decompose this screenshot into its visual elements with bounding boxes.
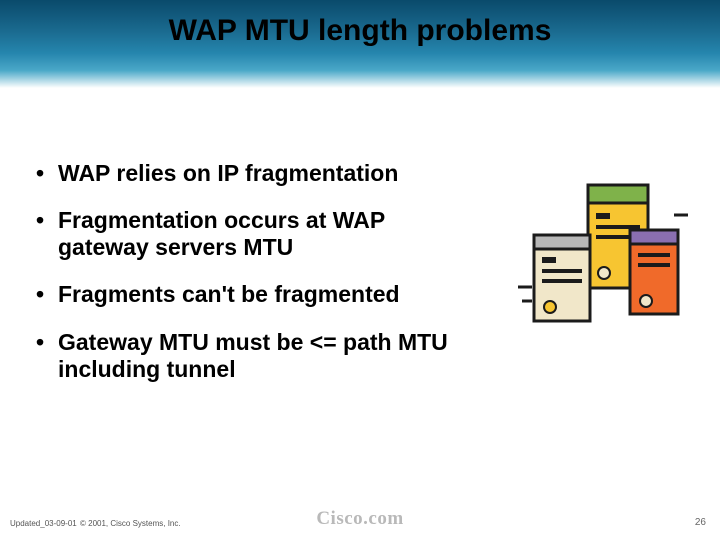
list-item: Gateway MTU must be <= path MTU includin…: [34, 329, 474, 383]
content-area: WAP relies on IP fragmentation Fragmenta…: [34, 160, 474, 403]
list-item: WAP relies on IP fragmentation: [34, 160, 474, 187]
servers-clipart: [518, 175, 688, 340]
page-number: 26: [695, 517, 706, 528]
bullet-list: WAP relies on IP fragmentation Fragmenta…: [34, 160, 474, 383]
list-item: Fragmentation occurs at WAP gateway serv…: [34, 207, 474, 261]
header-gradient-band: WAP MTU length problems: [0, 0, 720, 88]
list-item: Fragments can't be fragmented: [34, 281, 474, 308]
servers-icon: [518, 175, 688, 340]
footer: Updated_03-09-01 © 2001, Cisco Systems, …: [0, 506, 720, 530]
footer-copyright: © 2001, Cisco Systems, Inc.: [80, 519, 181, 528]
cisco-logo-text: Cisco.com: [316, 508, 403, 530]
footer-updated: Updated_03-09-01: [10, 519, 77, 528]
slide-title: WAP MTU length problems: [0, 14, 720, 48]
